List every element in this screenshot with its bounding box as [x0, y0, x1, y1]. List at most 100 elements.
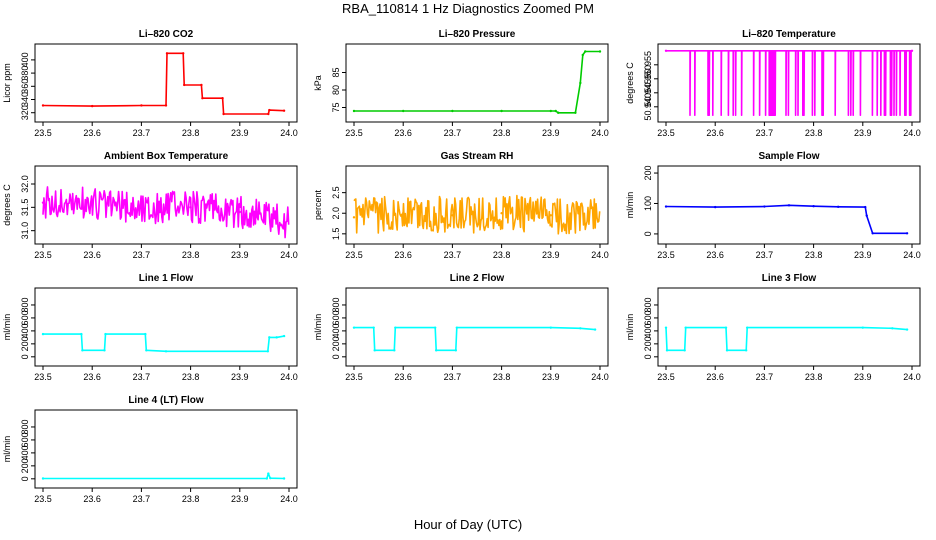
data-point: [905, 328, 909, 331]
panel-title: Line 4 (LT) Flow: [128, 395, 204, 406]
data-point: [579, 81, 582, 85]
x-tick-label: 23.9: [231, 372, 249, 382]
x-tick-label: 23.5: [34, 250, 52, 260]
data-point: [41, 477, 45, 480]
series-line: [43, 333, 285, 353]
y-axis-label: ml/min: [625, 192, 635, 219]
x-tick-label: 23.5: [345, 128, 363, 138]
x-tick-label: 23.7: [756, 372, 774, 382]
data-point: [581, 53, 584, 57]
x-tick-label: 24.0: [280, 250, 298, 260]
data-point: [434, 349, 438, 352]
data-point: [394, 326, 397, 329]
y-tick-label: 31.5: [20, 199, 30, 217]
x-tick-label: 24.0: [591, 372, 609, 382]
y-tick-label: 600: [643, 310, 653, 325]
panel-ambient-box-temperature: Ambient Box Temperature 23.5 23.6 23.7 23.8 2…: [2, 151, 298, 260]
y-tick-label: 2.5: [331, 186, 341, 199]
x-tick-label: 23.5: [657, 372, 675, 382]
x-tick-label: 23.6: [83, 128, 101, 138]
data-point: [683, 349, 686, 352]
panel-li-820-temperature: Li–820 Temperature 23.5 23.6 23.7 23.8 23.9 24…: [625, 29, 921, 138]
series-line: [43, 472, 285, 480]
x-tick-label: 23.9: [231, 494, 249, 504]
data-point: [265, 477, 269, 480]
y-tick-label: 340: [20, 92, 30, 107]
data-point: [664, 205, 668, 208]
x-tick-label: 23.7: [756, 128, 774, 138]
data-point: [103, 349, 106, 352]
panel-title: Line 1 Flow: [139, 273, 194, 284]
data-point: [144, 332, 147, 336]
x-tick-label: 23.6: [394, 250, 412, 260]
data-point: [268, 108, 271, 112]
data-point: [140, 104, 143, 107]
y-tick-label: 200: [331, 336, 341, 351]
panel-title: Ambient Box Temperature: [104, 151, 229, 162]
data-point: [787, 204, 791, 207]
panel-title: Line 2 Flow: [450, 273, 505, 284]
data-point: [871, 232, 874, 235]
data-point: [455, 326, 459, 329]
data-point: [140, 206, 143, 209]
x-tick-label: 23.9: [854, 128, 872, 138]
x-tick-label: 23.7: [444, 128, 462, 138]
panel-title: Li–820 Temperature: [742, 29, 836, 40]
panel-line-2-flow: Line 2 Flow 23.5 23.6 23.7 23.8 23.9 24.0 0 2004…: [313, 273, 609, 382]
x-tick-label: 23.5: [657, 128, 675, 138]
panel-title: Li–820 CO2: [139, 29, 194, 40]
y-tick-label: 400: [331, 323, 341, 338]
y-tick-label: 75: [331, 102, 341, 112]
data-point: [725, 349, 729, 352]
data-point: [282, 220, 286, 223]
y-tick-label: 50.950: [643, 65, 653, 93]
y-axis-label: kPa: [313, 75, 323, 91]
series-line: [354, 326, 596, 352]
x-tick-label: 23.6: [83, 372, 101, 382]
data-point: [593, 328, 597, 331]
x-tick-label: 23.7: [133, 250, 151, 260]
data-point: [891, 327, 894, 330]
data-point: [714, 205, 717, 209]
y-tick-label: 100: [643, 196, 653, 211]
x-tick-label: 24.0: [903, 250, 921, 260]
plot-frame: [657, 287, 921, 367]
y-tick-label: 200: [20, 336, 30, 351]
plot-frame: [345, 43, 609, 123]
y-tick-label: 50.945: [643, 79, 653, 107]
y-tick-label: 600: [20, 432, 30, 447]
x-tick-label: 24.0: [280, 372, 298, 382]
data-point: [266, 350, 270, 353]
data-point: [500, 109, 503, 113]
x-tick-label: 23.6: [706, 250, 724, 260]
y-axis-label: ml/min: [2, 436, 12, 463]
x-tick-label: 23.8: [493, 250, 511, 260]
data-point: [402, 109, 405, 113]
data-point: [665, 349, 669, 352]
data-point: [549, 109, 552, 113]
x-tick-label: 23.9: [231, 128, 249, 138]
data-point: [145, 349, 148, 352]
data-point: [579, 327, 582, 330]
data-point: [598, 50, 602, 53]
y-tick-label: 200: [643, 336, 653, 351]
panel-title: Gas Stream RH: [441, 151, 514, 162]
y-tick-label: 400: [643, 323, 653, 338]
data-point: [864, 205, 867, 209]
data-point: [222, 112, 225, 116]
y-axis-label: degrees C: [625, 62, 635, 104]
data-point: [574, 111, 577, 114]
data-point: [433, 326, 437, 329]
data-point: [275, 336, 278, 339]
data-point: [221, 96, 224, 100]
data-point: [549, 326, 552, 329]
x-tick-label: 23.5: [34, 494, 52, 504]
x-tick-label: 23.7: [444, 250, 462, 260]
y-axis-label: Licor ppm: [2, 63, 12, 103]
series-line: [353, 194, 601, 235]
plot-frame: [34, 287, 298, 367]
x-tick-label: 23.8: [182, 250, 200, 260]
data-point: [373, 349, 376, 352]
data-point: [352, 109, 356, 113]
plot-frame: [345, 165, 609, 245]
